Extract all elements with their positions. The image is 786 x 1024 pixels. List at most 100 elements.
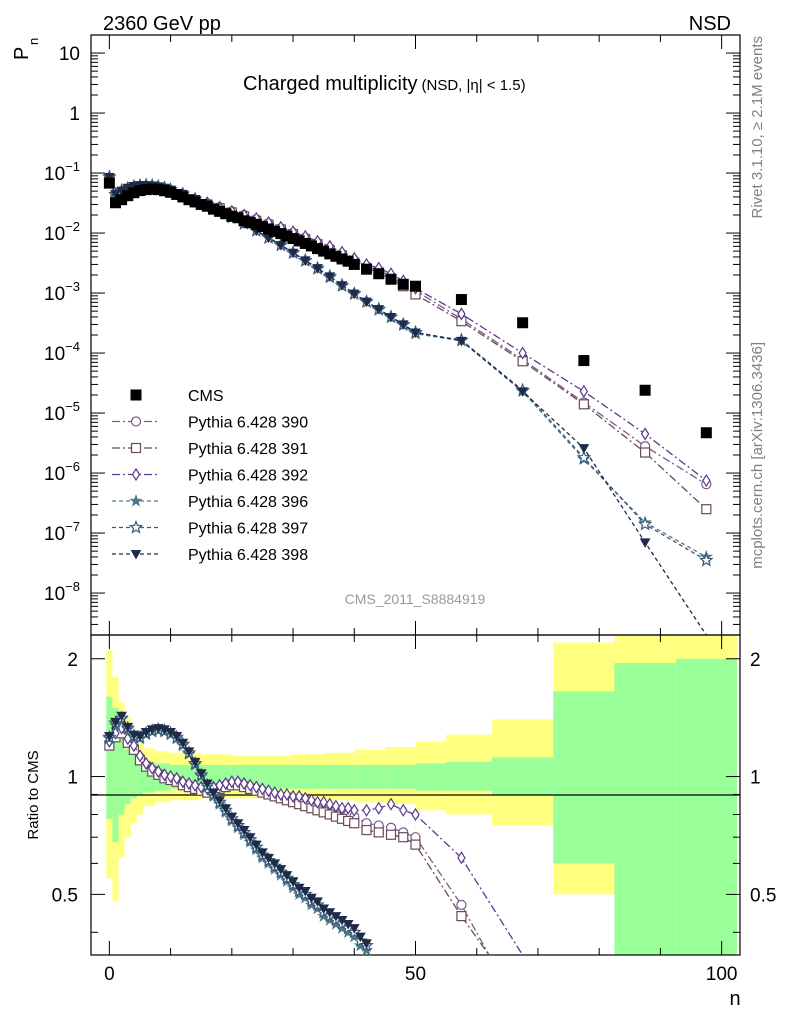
y-axis-label-top-sub: n <box>26 38 41 45</box>
mcplots-reference-label: mcplots.cern.ch [arXiv:1306.3436] <box>749 342 766 569</box>
ratio-marker-5-28 <box>275 865 287 875</box>
cms-point-22 <box>238 215 250 227</box>
ratio-marker-2-39 <box>343 801 353 815</box>
band-inner-1 <box>112 707 119 843</box>
ratio-marker-5-7 <box>146 725 158 735</box>
top-marker-4-35 <box>699 552 714 567</box>
cms-point-35 <box>318 245 330 257</box>
y-tick-label-bottom-right-1: 1 <box>750 768 761 789</box>
legend-marker-4 <box>129 493 143 507</box>
chart-title-main: Charged multiplicity <box>243 73 418 95</box>
band-inner-15 <box>384 765 416 789</box>
ratio-marker-5-14 <box>189 757 201 768</box>
ratio-marker-5-20 <box>226 812 238 823</box>
band-inner-5 <box>136 758 144 795</box>
legend-label-5: Pythia 6.428 397 <box>188 521 308 538</box>
ratio-marker-2-22 <box>239 776 249 791</box>
cms-point-11 <box>171 188 183 200</box>
top-marker-5-30 <box>410 328 421 339</box>
cms-point-8 <box>152 184 164 196</box>
ratio-marker-5-0 <box>104 731 115 742</box>
y-tick-label-bottom-left-2: 0.5 <box>52 885 78 906</box>
ratio-marker-1-44 <box>398 832 409 843</box>
ratio-marker-2-10 <box>166 769 175 784</box>
ratio-marker-2-13 <box>184 776 194 791</box>
cms-point-12 <box>177 191 189 203</box>
ratio-marker-0-46 <box>456 899 467 910</box>
cms-point-1 <box>109 197 121 209</box>
ratio-marker-5-29 <box>281 871 293 881</box>
cms-point-10 <box>165 186 177 198</box>
top-marker-2-32 <box>518 346 527 360</box>
ratio-marker-1-46 <box>456 911 467 922</box>
cms-point-26 <box>263 223 275 235</box>
ratio-marker-2-34 <box>313 795 322 809</box>
cms-point-27 <box>269 225 281 237</box>
cms-point-48 <box>578 355 590 367</box>
ratio-marker-5-34 <box>312 897 323 907</box>
y-tick-label-bottom-right-0: 2 <box>750 650 761 671</box>
band-inner-19 <box>553 691 615 864</box>
ratio-marker-5-3 <box>122 722 134 733</box>
top-marker-5-24 <box>336 281 348 291</box>
band-inner-13 <box>323 765 355 789</box>
y-tick-label-top-9: 10−8 <box>44 579 80 605</box>
cms-point-44 <box>397 278 409 290</box>
chart-title-sub: (NSD, |η| < 1.5) <box>422 77 526 94</box>
ratio-marker-2-46 <box>457 851 466 865</box>
ratio-marker-2-30 <box>288 789 298 803</box>
ratio-marker-1-42 <box>373 827 384 838</box>
legend: CMS Pythia 6.428 390 Pythia 6.428 391 Pythi… <box>112 388 308 564</box>
legend-item-0: CMS <box>130 388 224 405</box>
ratio-panel-series <box>102 710 524 956</box>
ratio-marker-2-24 <box>252 780 261 794</box>
ratio-marker-5-18 <box>214 796 225 806</box>
ratio-marker-2-35 <box>319 795 328 809</box>
cms-point-36 <box>324 248 336 260</box>
cms-point-38 <box>336 253 348 265</box>
cms-point-47 <box>517 317 529 329</box>
cms-point-19 <box>220 208 232 220</box>
legend-marker-3 <box>131 467 141 482</box>
ratio-marker-2-37 <box>331 799 341 813</box>
axis-ticks <box>91 34 740 955</box>
y-tick-label-top-1: 1 <box>69 104 80 125</box>
top-marker-5-27 <box>373 305 385 315</box>
ratio-marker-2-28 <box>276 787 286 802</box>
cms-point-34 <box>312 243 324 255</box>
cms-point-30 <box>287 233 299 245</box>
ratio-marker-2-8 <box>154 764 163 779</box>
ratio-marker-5-2 <box>116 711 127 722</box>
ratio-marker-5-23 <box>244 833 256 843</box>
ratio-series-4 <box>102 710 374 952</box>
ratio-marker-2-11 <box>172 771 181 785</box>
ratio-marker-5-11 <box>171 731 183 742</box>
band-inner-16 <box>415 763 447 791</box>
cms-point-7 <box>146 183 158 195</box>
ratio-marker-2-7 <box>148 761 157 775</box>
legend-item-2: Pythia 6.428 391 <box>112 441 308 458</box>
cms-point-31 <box>293 235 305 247</box>
ratio-marker-2-41 <box>362 803 371 817</box>
ratio-marker-1-41 <box>361 824 372 836</box>
y-tick-label-top-5: 10−4 <box>44 339 80 365</box>
band-inner-17 <box>446 761 493 791</box>
process-label: NSD <box>689 13 731 35</box>
legend-item-3: Pythia 6.428 392 <box>112 468 308 485</box>
cms-point-50 <box>700 427 712 439</box>
analysis-id-label: CMS_2011_S8884919 <box>345 591 486 607</box>
ratio-marker-2-40 <box>350 803 359 817</box>
cms-point-9 <box>158 185 170 197</box>
ratio-marker-2-25 <box>258 782 267 796</box>
band-inner-2 <box>118 738 125 815</box>
y-tick-label-bottom-left-0: 2 <box>67 650 78 671</box>
top-marker-5-21 <box>299 256 311 266</box>
top-series-line-0 <box>108 177 707 485</box>
legend-label-0: CMS <box>188 388 224 405</box>
top-marker-5-20 <box>287 248 299 259</box>
legend-marker-1 <box>130 416 142 427</box>
cms-point-17 <box>207 203 219 215</box>
band-inner-11 <box>262 765 294 789</box>
rivet-version-label: Rivet 3.1.10, ≥ 2.1M events <box>749 36 766 219</box>
legend-label-6: Pythia 6.428 398 <box>188 547 308 564</box>
